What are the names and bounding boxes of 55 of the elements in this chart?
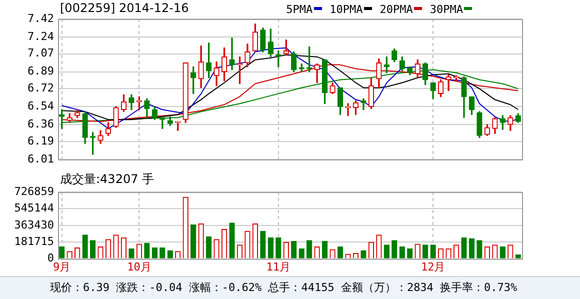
bar	[337, 246, 344, 258]
bar	[128, 248, 134, 258]
y-tick-label: 0	[47, 252, 54, 265]
bar	[500, 246, 506, 258]
x-tick-label: 12月	[420, 260, 446, 274]
candlestick	[446, 74, 452, 92]
bar	[384, 244, 390, 258]
bar	[276, 237, 282, 258]
y-tick-label: 7.42	[28, 12, 54, 25]
y-tick-label: 6.36	[28, 117, 54, 130]
legend-label: 10PMA	[330, 3, 363, 16]
legend-label: 30PMA	[430, 3, 463, 16]
y-tick-label: 6.89	[28, 64, 54, 78]
x-tick-label: 9月	[53, 260, 71, 274]
y-tick-label: 545144	[14, 202, 54, 215]
bar	[260, 230, 266, 258]
bar	[160, 247, 166, 258]
bar	[59, 246, 65, 258]
bar	[291, 241, 297, 258]
y-tick-label: 6.01	[28, 152, 54, 166]
chart-title: 成交量:43207 手	[60, 171, 154, 188]
bar	[468, 238, 475, 258]
bar	[144, 242, 150, 258]
x-tick-label: 11月	[266, 260, 291, 274]
bar	[422, 244, 428, 258]
y-tick-label: 6.19	[28, 134, 54, 148]
y-tick-label: 7.07	[28, 46, 54, 60]
bar	[82, 234, 88, 258]
bar	[229, 222, 235, 258]
legend-label: 5PMA	[286, 3, 313, 16]
candlestick	[229, 38, 235, 70]
chart-title: [002259] 2014-12-16	[60, 1, 189, 15]
bar	[461, 237, 467, 258]
y-tick-label: 181715	[14, 234, 54, 248]
bar	[206, 236, 212, 258]
bar	[190, 224, 196, 258]
bar	[399, 246, 405, 258]
bar	[407, 248, 413, 258]
bar	[152, 247, 158, 258]
y-tick-label: 7.24	[28, 30, 54, 43]
y-tick-label: 363430	[14, 218, 54, 232]
x-tick-label: 10月	[127, 260, 152, 274]
bar	[90, 240, 96, 258]
bar	[476, 240, 482, 258]
y-tick-label: 726859	[14, 184, 54, 198]
bar	[306, 240, 312, 258]
y-tick-label: 6.54	[28, 99, 54, 112]
y-tick-label: 6.72	[28, 82, 54, 95]
legend-label: 20PMA	[380, 3, 413, 16]
bar	[298, 248, 304, 258]
bar	[268, 237, 274, 258]
bar	[392, 240, 398, 258]
bar	[322, 241, 328, 258]
bar	[430, 244, 436, 258]
text: 现价：6.39 涨跌：-0.04 涨幅：-0.62% 总手：44155 金额（万）：2834 换手率：0.73%	[0, 276, 580, 299]
